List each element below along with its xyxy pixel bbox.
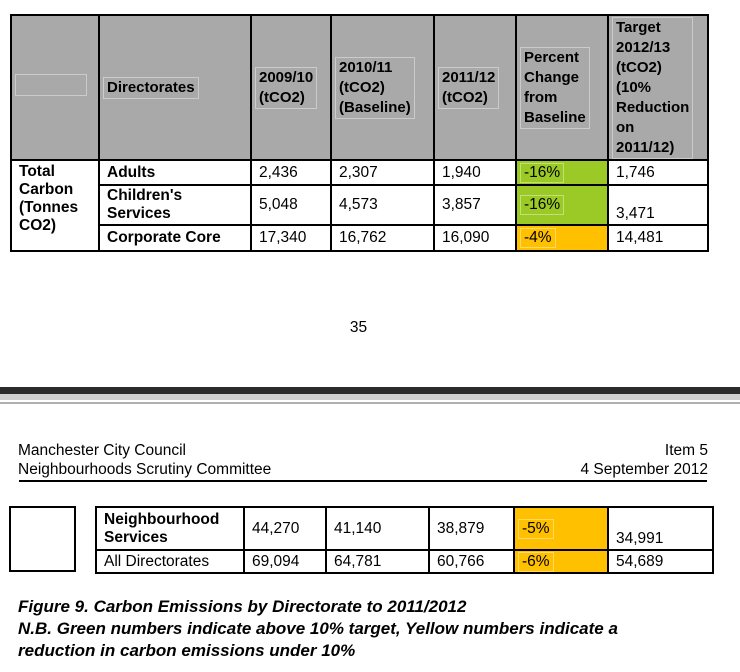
neighbourhood-2009-10-cell: 44,270 xyxy=(243,506,327,551)
all-2009-10-cell: 69,094 xyxy=(243,549,327,574)
figure-caption: Figure 9. Carbon Emissions by Directorat… xyxy=(18,596,718,662)
all-percent-change-cell: -6% xyxy=(513,549,609,574)
percent-value: -16% xyxy=(520,162,565,183)
table-header-row: Directorates 2009/10 (tCO2) 2010/11 (tCO… xyxy=(10,14,709,161)
adults-percent-change-cell: -16% xyxy=(515,159,609,186)
all-2011-12-cell: 60,766 xyxy=(428,549,515,574)
header-label: Percent Change from Baseline xyxy=(520,46,590,129)
total-carbon-row-label: Total Carbon (Tonnes CO2) xyxy=(10,159,100,252)
header-cell-target-2012-13: Target 2012/13 (tCO2) (10% Reduction on … xyxy=(607,14,709,161)
page-separator-bar xyxy=(0,387,740,394)
all-target-cell: 54,689 xyxy=(607,549,714,574)
all-2010-11-cell: 64,781 xyxy=(325,549,430,574)
adults-target-cell: 1,746 xyxy=(607,159,709,186)
all-directorates-cell: All Directorates xyxy=(95,549,245,574)
adults-2011-12-cell: 1,940 xyxy=(433,159,517,186)
page-number: 35 xyxy=(349,319,368,336)
childrens-2011-12-cell: 3,857 xyxy=(433,184,517,226)
council-name: Manchester City Council xyxy=(18,442,186,459)
childrens-2009-10-cell: 5,048 xyxy=(250,184,332,226)
meeting-date: 4 September 2012 xyxy=(580,461,708,478)
corporate-2009-10-cell: 17,340 xyxy=(250,224,332,252)
page-separator-line xyxy=(0,402,740,404)
figure-caption-note: N.B. Green numbers indicate above 10% ta… xyxy=(18,619,618,660)
item-number: Item 5 xyxy=(664,442,708,459)
adults-directorate-cell: Adults xyxy=(98,159,252,186)
header-cell-2010-11-baseline: 2010/11 (tCO2) (Baseline) xyxy=(330,14,435,161)
neighbourhood-directorate-cell: Neighbourhood Services xyxy=(95,506,245,551)
childrens-directorate-cell: Children's Services xyxy=(98,184,252,226)
table-row-neighbourhood-services: Neighbourhood Services 44,270 41,140 38,… xyxy=(95,506,714,551)
header-label: 2009/10 (tCO2) xyxy=(255,66,318,109)
carbon-emissions-table: Directorates 2009/10 (tCO2) 2010/11 (tCO… xyxy=(10,14,709,252)
adults-2009-10-cell: 2,436 xyxy=(250,159,332,186)
header-label: Target 2012/13 (tCO2) (10% Reduction on … xyxy=(612,17,694,158)
blank-placeholder-box xyxy=(15,73,87,96)
header-cell-percent-change: Percent Change from Baseline xyxy=(515,14,609,161)
page2-header: Manchester City Council Neighbourhoods S… xyxy=(18,441,708,479)
neighbourhood-2011-12-cell: 38,879 xyxy=(428,506,515,551)
table-row-corporate-core: Corporate Core 17,340 16,762 16,090 -4% … xyxy=(11,224,709,252)
carbon-emissions-table-continued: Neighbourhood Services 44,270 41,140 38,… xyxy=(95,506,714,574)
corporate-2011-12-cell: 16,090 xyxy=(433,224,517,252)
percent-value: -16% xyxy=(520,195,565,215)
page-separator-shadow xyxy=(0,394,740,400)
header-cell-blank xyxy=(10,14,100,161)
header-cell-directorates: Directorates xyxy=(98,14,252,161)
neighbourhood-2010-11-cell: 41,140 xyxy=(325,506,430,551)
corporate-target-cell: 14,481 xyxy=(607,224,709,252)
table-row-all-directorates: All Directorates 69,094 64,781 60,766 -6… xyxy=(95,549,714,574)
corporate-2010-11-cell: 16,762 xyxy=(330,224,435,252)
table-row-childrens-services: Children's Services 5,048 4,573 3,857 -1… xyxy=(11,184,709,226)
corporate-directorate-cell: Corporate Core xyxy=(98,224,252,252)
percent-value: -5% xyxy=(518,518,554,539)
neighbourhood-percent-change-cell: -5% xyxy=(513,506,609,551)
neighbourhood-target-cell: 34,991 xyxy=(607,506,714,551)
header-rule xyxy=(19,480,707,482)
corporate-percent-change-cell: -4% xyxy=(515,224,609,252)
header-cell-2009-10: 2009/10 (tCO2) xyxy=(250,14,332,161)
committee-name: Neighbourhoods Scrutiny Committee xyxy=(18,461,272,478)
total-carbon-continuation-cell xyxy=(9,506,76,572)
percent-value: -6% xyxy=(518,552,554,571)
figure-caption-title: Figure 9. Carbon Emissions by Directorat… xyxy=(18,597,467,616)
adults-2010-11-cell: 2,307 xyxy=(330,159,435,186)
percent-value: -4% xyxy=(520,228,556,248)
header-label: 2011/12 (tCO2) xyxy=(438,66,500,109)
header-label: Directorates xyxy=(103,76,199,99)
childrens-2010-11-cell: 4,573 xyxy=(330,184,435,226)
childrens-target-cell: 3,471 xyxy=(607,184,709,226)
header-cell-2011-12: 2011/12 (tCO2) xyxy=(433,14,517,161)
childrens-percent-change-cell: -16% xyxy=(515,184,609,226)
table-row-adults: Total Carbon (Tonnes CO2) Adults 2,436 2… xyxy=(10,159,709,252)
header-label: 2010/11 (tCO2) (Baseline) xyxy=(335,56,415,119)
